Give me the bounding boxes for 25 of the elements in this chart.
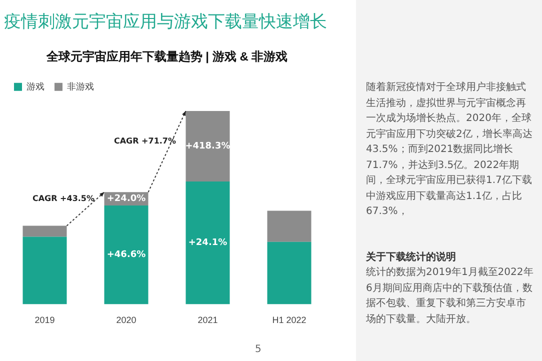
chart-subtitle: 全球元宇宙应用年下载量趋势 | 游戏 & 非游戏 — [45, 50, 288, 64]
annotation: +418.3% — [185, 142, 230, 152]
x-tick-label: H1 2022 — [272, 315, 306, 326]
bar — [186, 182, 230, 304]
x-tick-label: 2020 — [116, 315, 136, 326]
text: 关于下载统计的说明 — [366, 250, 457, 264]
bar — [186, 111, 230, 182]
bar — [267, 210, 312, 242]
x-tick-label: 2021 — [198, 315, 218, 326]
annotation: CAGR +43.5% — [32, 194, 95, 204]
annotation: +24.1% — [188, 238, 228, 248]
x-tick-label: 2019 — [34, 315, 55, 326]
bar — [104, 206, 148, 304]
annotation: CAGR +71.7% — [114, 136, 176, 146]
text: 5 — [255, 344, 262, 355]
legend-label: 非游戏 — [67, 81, 94, 92]
bar — [22, 236, 67, 304]
text: 统计的数据为2019年1月截至2022年6月期间应用商店中的下载预估值，数据不包载、重复下载和第三方安卓市场的下载量。大陆开放。 — [366, 266, 534, 326]
text: 随着新冠疫情对于全球用户非接触式生活推动，虚拟世界与元宇宙概念再一次成为场增长热点。2020年，全球元宇宙应用下功突破2亿，增长率高达43.5%；而到2021数据同比增长71.7%，并达到3.5亿。2022年期间，全球元宇宙应用已获得1.7亿下载中游戏应用下载量高达1.1亿，占比67.3%， — [366, 82, 532, 217]
annotation: +46.6% — [106, 250, 146, 260]
chart-title: 疫情刺激元宇宙应用与游戏下载量快速增长 — [4, 11, 327, 33]
bar — [267, 242, 312, 304]
bar — [22, 226, 67, 237]
legend-label: 游戏 — [26, 81, 44, 92]
annotation: +24.0% — [106, 194, 146, 204]
